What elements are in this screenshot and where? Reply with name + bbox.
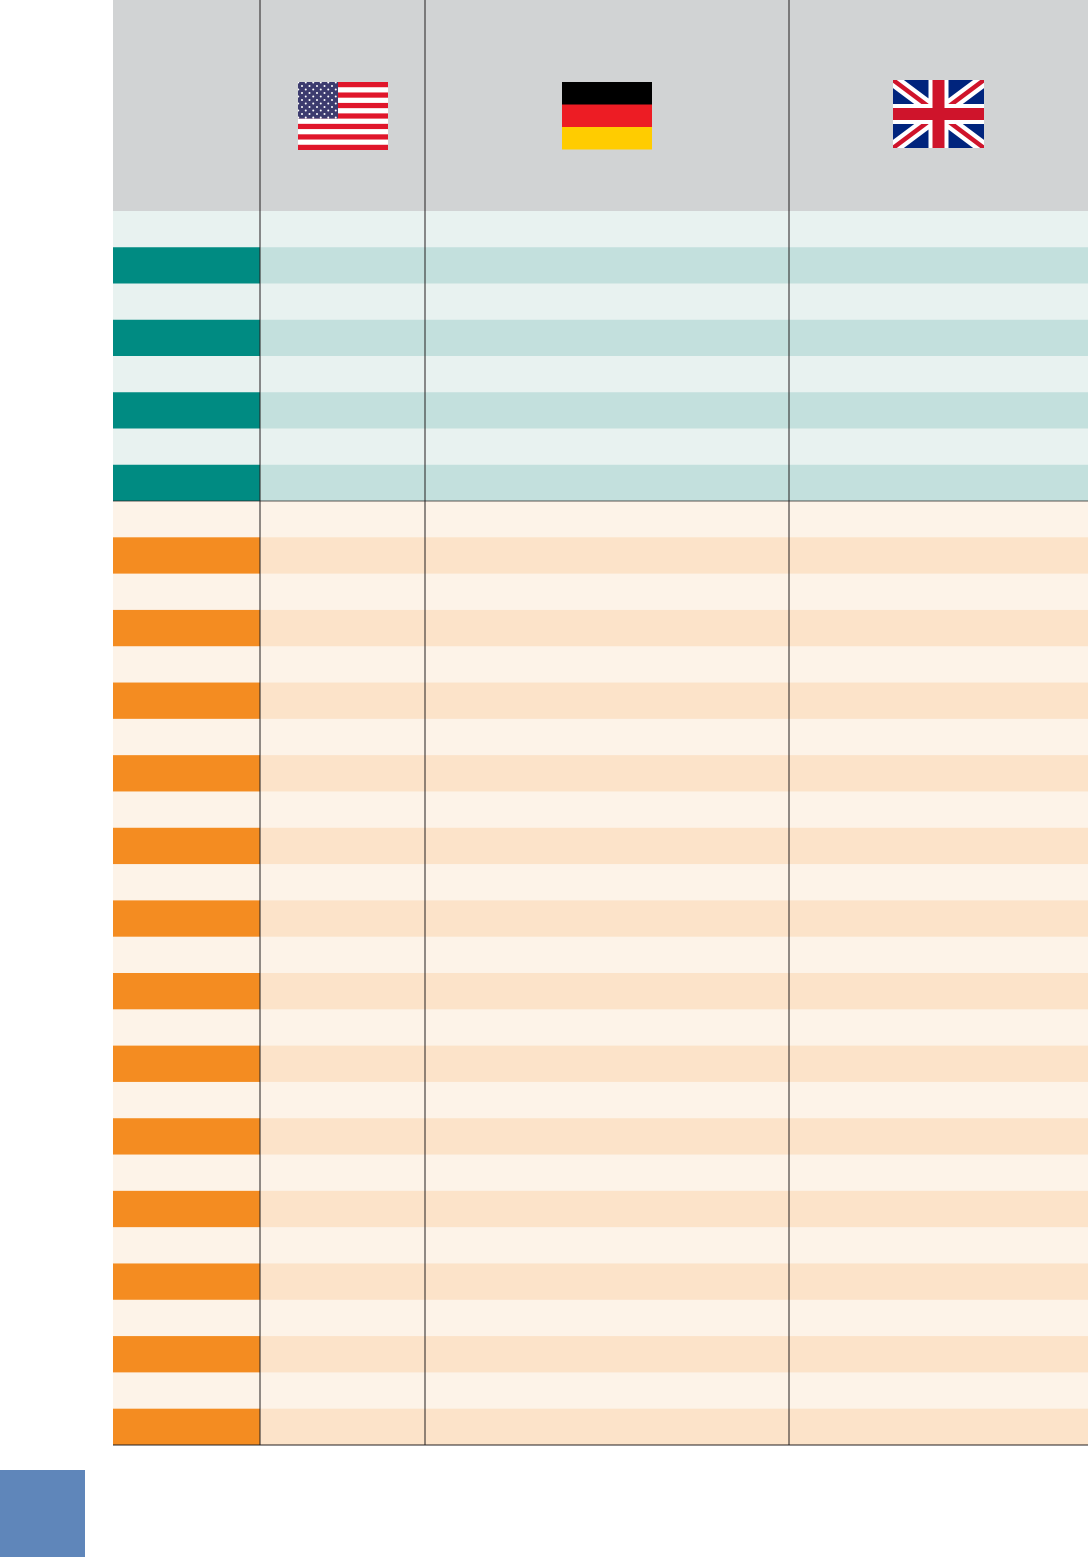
row [113,1227,1088,1264]
flag-stripe [298,134,388,140]
row [260,1408,1088,1446]
row-label-cell [113,1118,260,1156]
row-label-cell [113,1190,260,1228]
row [113,1372,1088,1410]
row [260,247,1088,284]
flag-stripe [298,82,388,88]
row [260,319,1088,357]
row-label-cell [113,609,260,647]
row [260,682,1088,720]
row-label-cell [113,1045,260,1083]
flag-stripe [298,144,388,150]
uk-flag [893,80,984,148]
row [113,791,1088,829]
row-label-cell [113,464,260,502]
row [113,1299,1088,1337]
row [260,1263,1088,1301]
row [113,1081,1088,1119]
row-label-cell [113,900,260,938]
row [260,609,1088,647]
flag-stripe [298,123,388,130]
row-label-cell [113,319,260,357]
row-label-cell [113,537,260,575]
body-rows [113,211,1088,1446]
row-label-cell [113,755,260,792]
row-label-cell [113,973,260,1010]
flag-stripe [298,102,388,109]
row [113,864,1088,901]
row [260,1190,1088,1228]
row [113,428,1088,466]
row [260,537,1088,575]
row [260,464,1088,502]
row [113,211,1088,248]
row-label-cell [113,247,260,284]
row [113,1154,1088,1192]
row-label-cell [113,1408,260,1446]
row [260,1336,1088,1373]
row [260,1045,1088,1083]
row-label-cell [113,827,260,865]
row-label-cell [113,1336,260,1373]
german-flag [562,82,652,150]
row-label-cell [113,1263,260,1301]
page-tab [0,1470,85,1557]
row [113,283,1088,321]
row-label-cell [113,392,260,429]
row [113,646,1088,684]
row [260,755,1088,792]
row [113,356,1088,393]
row [260,900,1088,938]
row [113,936,1088,974]
row [113,718,1088,756]
row-label-cell [113,682,260,720]
grid-lines [113,0,1088,1446]
row [260,392,1088,429]
row [260,827,1088,865]
flag-stripe [298,113,388,119]
row [113,501,1088,538]
flag-stripe [298,92,388,98]
row [260,1118,1088,1156]
us-flag [298,82,388,150]
row [113,1009,1088,1047]
row [113,573,1088,611]
row [260,973,1088,1010]
